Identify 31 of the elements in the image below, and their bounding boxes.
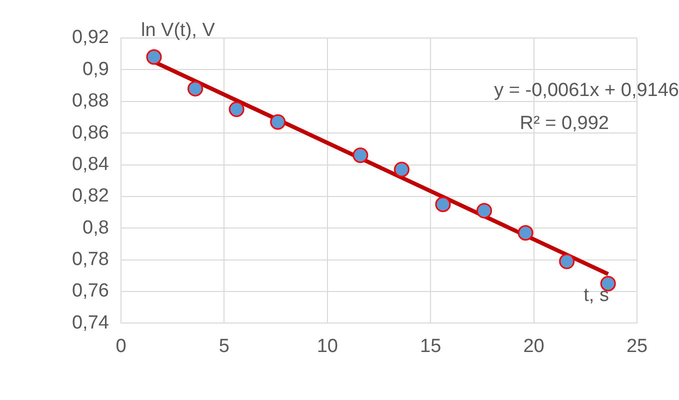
x-tick-label: 25: [626, 336, 648, 357]
x-axis-title: t, s: [584, 285, 609, 306]
y-tick-label: 0,8: [82, 217, 109, 238]
point: [352, 148, 368, 163]
point: [600, 276, 616, 292]
y-tick-label: 0,86: [72, 122, 109, 144]
point: [228, 102, 244, 118]
x-tick-label: 5: [218, 336, 230, 357]
point: [188, 80, 204, 96]
point: [435, 196, 451, 212]
x-tick-label: 0: [116, 336, 126, 357]
y-tick-label: 0,76: [72, 280, 109, 302]
point: [146, 49, 162, 65]
x-tick-label: 20: [523, 336, 544, 357]
y-tick-label: 0,84: [72, 154, 110, 175]
y-tick-label: 0,9: [82, 58, 109, 80]
x-tick-label: 10: [316, 336, 338, 357]
point: [476, 202, 492, 218]
y-tick-label: 0,74: [72, 312, 110, 334]
x-tick-label: 15: [420, 336, 442, 357]
annotation: y = -0,0061x + 0,9146: [494, 80, 679, 101]
point: [270, 114, 286, 130]
annotation: R² = 0,992: [520, 113, 609, 134]
y-axis-title: ln V(t), V: [140, 20, 216, 41]
y-tick-label: 0,88: [72, 90, 109, 112]
y-tick-label: 0,92: [72, 27, 109, 48]
point: [559, 254, 575, 270]
point: [394, 162, 410, 178]
y-tick-label: 0,82: [72, 186, 109, 207]
point: [518, 225, 534, 241]
y-tick-label: 0,78: [72, 249, 109, 270]
